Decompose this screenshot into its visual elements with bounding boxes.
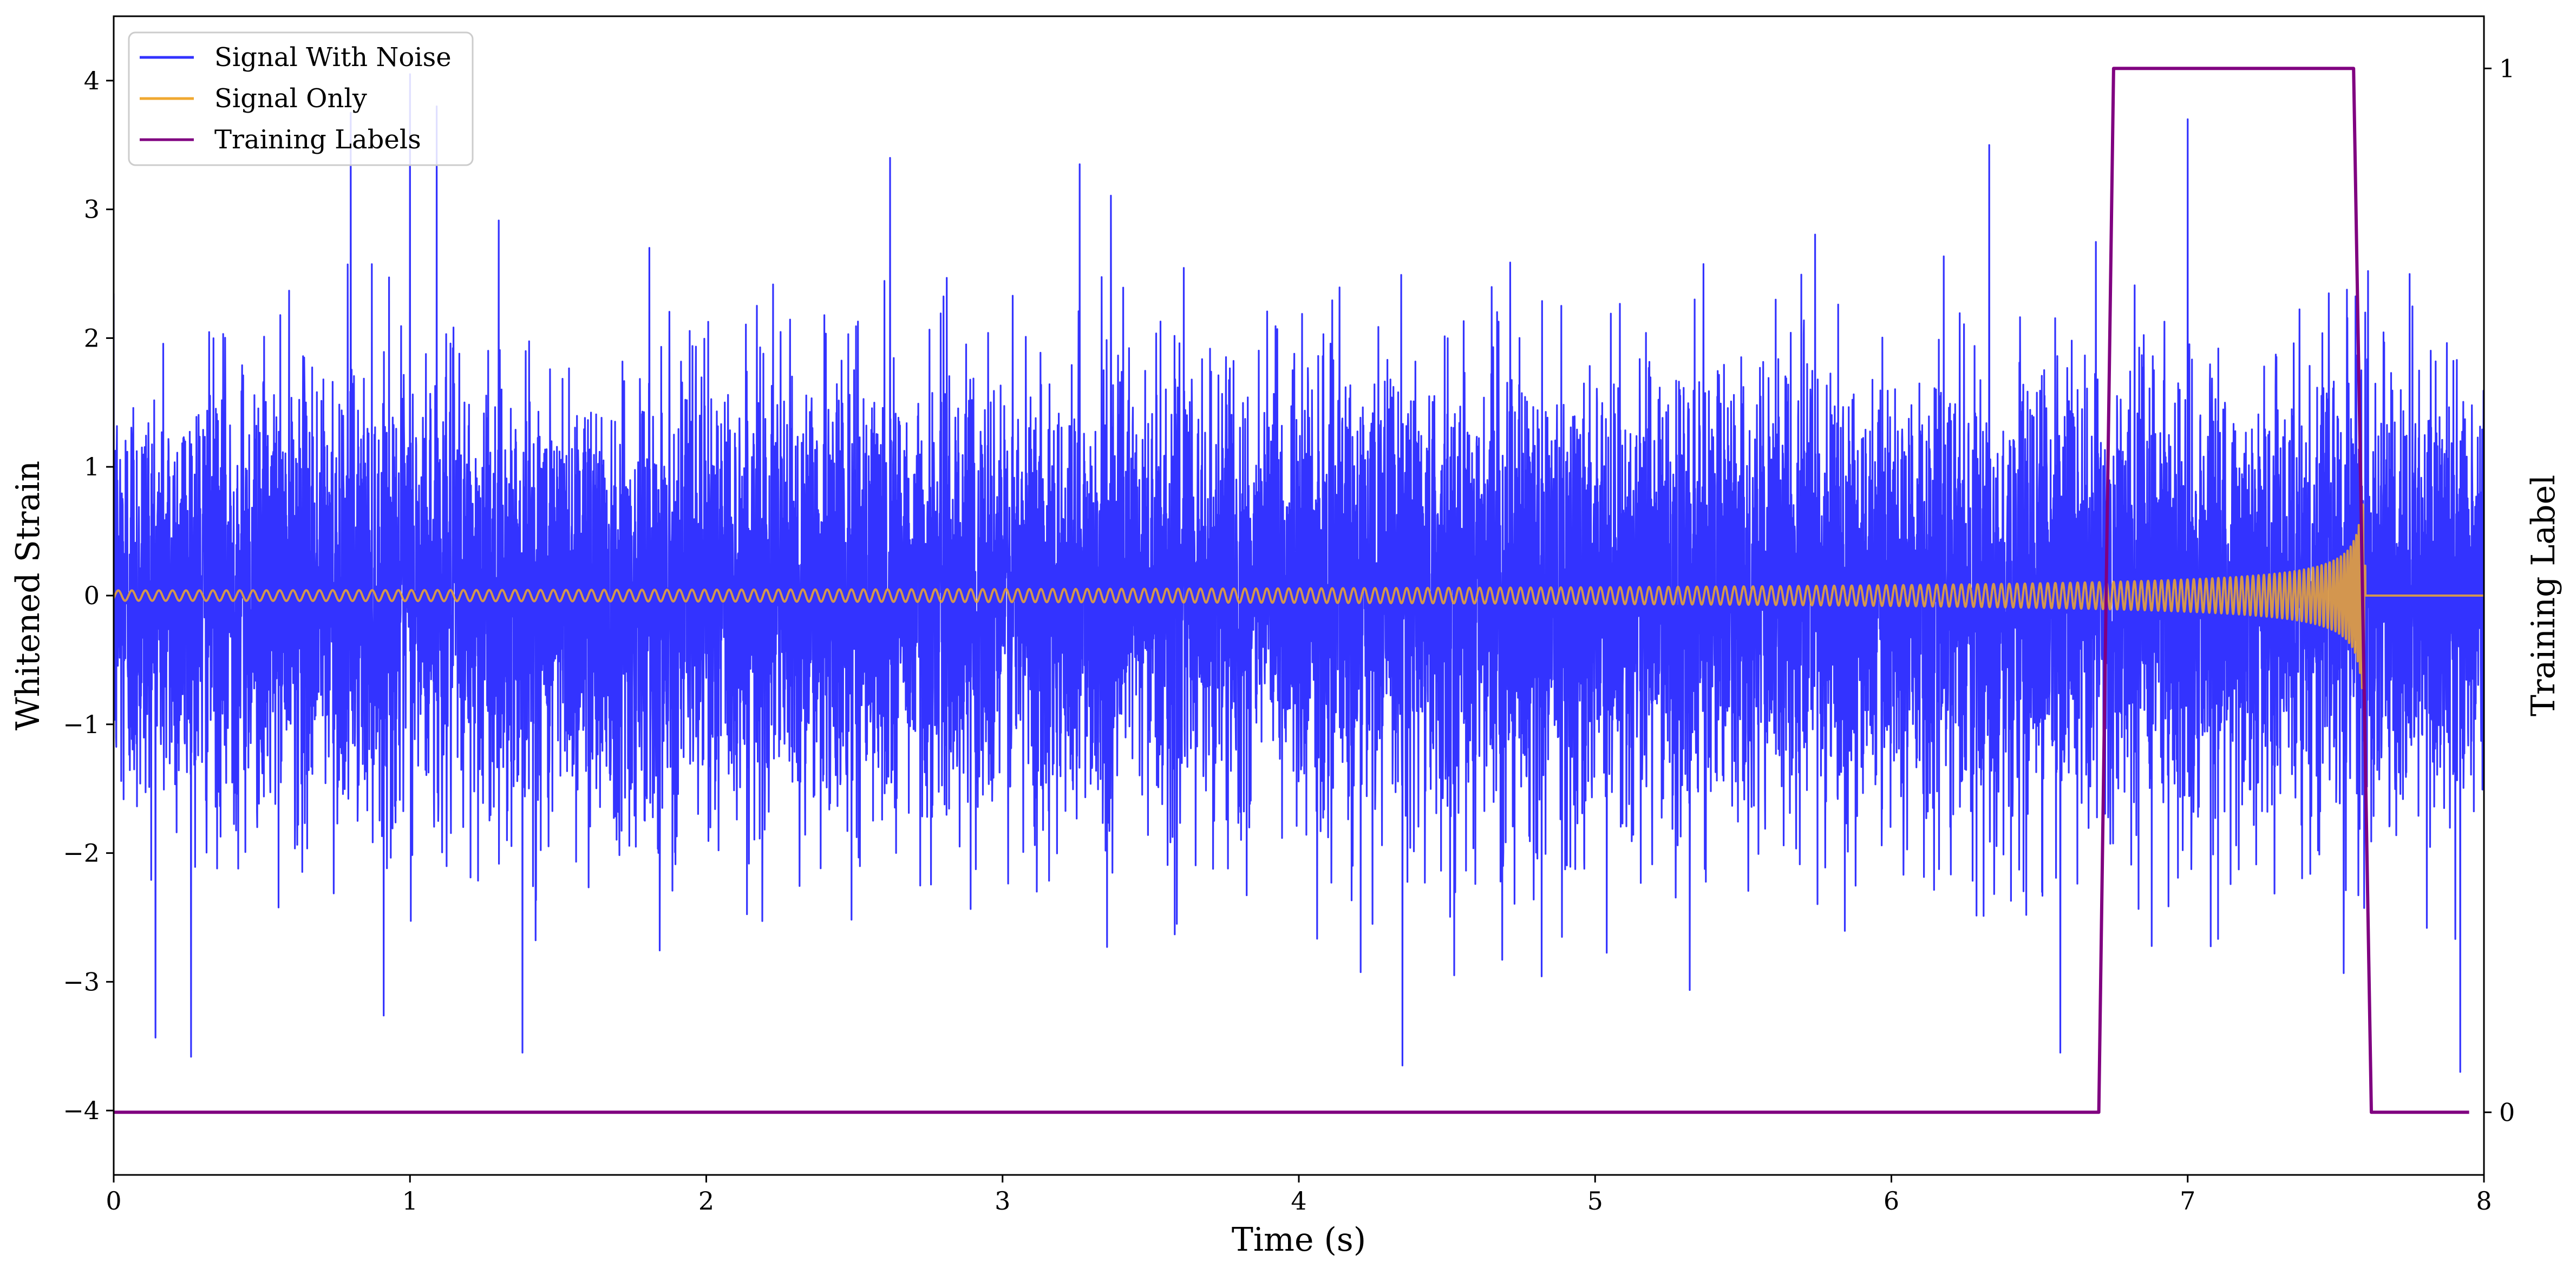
x-axis: 0 1 2 3 4 5 6 7 8 [106, 1175, 2492, 1216]
x-tick-label: 5 [1587, 1186, 1603, 1216]
y-tick-label: −1 [63, 710, 100, 739]
x-tick-label: 7 [2180, 1186, 2195, 1216]
x-tick-label: 2 [698, 1186, 714, 1216]
legend-box [128, 31, 474, 166]
plot-area [114, 67, 2484, 1114]
y-tick-label: 2 [84, 323, 100, 352]
y-tick-label: 4 [84, 66, 100, 95]
legend-label-signal-only: Signal Only [214, 83, 367, 114]
x-tick-label: 1 [402, 1186, 418, 1216]
y-axis-right: 01 [2484, 54, 2515, 1127]
legend: Signal With Noise Signal Only Training L… [128, 31, 474, 166]
series-signal-with-noise [114, 73, 2484, 1073]
y2-tick-label: 0 [2499, 1097, 2515, 1127]
x-tick-label: 0 [106, 1186, 121, 1216]
x-tick-label: 4 [1291, 1186, 1306, 1216]
y-tick-label: −2 [63, 839, 100, 868]
x-tick-label: 6 [1884, 1186, 1899, 1216]
series-training-labels [114, 67, 2469, 1114]
series-signal-only [114, 503, 2484, 690]
y-tick-label: 3 [84, 195, 100, 224]
x-tick-label: 3 [995, 1186, 1010, 1216]
y2-tick-label: 1 [2499, 54, 2515, 83]
y-axis-label: Whitened Strain [9, 461, 47, 730]
legend-label-training-labels: Training Labels [214, 125, 421, 155]
y2-axis-label: Training Label [2525, 475, 2562, 716]
y-tick-label: 1 [84, 452, 100, 481]
y-axis-left: −4 −3 −2 −1 0 1 2 3 4 [63, 66, 114, 1125]
y-tick-label: −3 [63, 967, 100, 996]
legend-label-signal-with-noise: Signal With Noise [214, 42, 452, 73]
y-tick-label: −4 [63, 1096, 100, 1125]
x-axis-label: Time (s) [1232, 1221, 1366, 1259]
x-tick-label: 8 [2476, 1186, 2492, 1216]
y-tick-label: 0 [84, 581, 100, 610]
